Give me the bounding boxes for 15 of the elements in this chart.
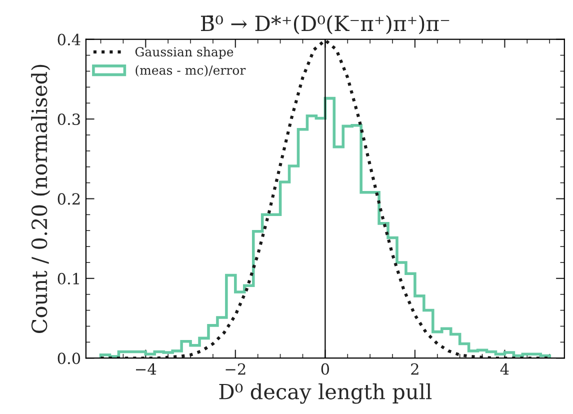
legend-label: Gaussian shape [135,46,234,59]
y-tick-label: 0.2 [58,193,80,205]
x-tick-label: −4 [136,363,156,375]
y-tick-label: 0.3 [58,113,80,126]
x-axis-title: D⁰ decay length pull [219,383,432,404]
x-tick-label: −2 [226,363,246,375]
y-tick-label: 0.1 [58,272,79,284]
y-axis-title: Count / 0.20 (normalised) [31,64,50,334]
legend-label: (meas - mc)/error [136,65,246,77]
y-tick-label: 0.4 [58,34,80,46]
x-tick-label: 2 [411,363,418,375]
x-tick-label: 4 [500,363,509,375]
chart-title: B̄⁰ → D*⁺(D⁰(K⁻π⁺)π⁺)π⁻ [200,15,450,34]
x-tick-label: 0 [321,363,330,375]
y-tick-label: 0.0 [58,352,80,364]
